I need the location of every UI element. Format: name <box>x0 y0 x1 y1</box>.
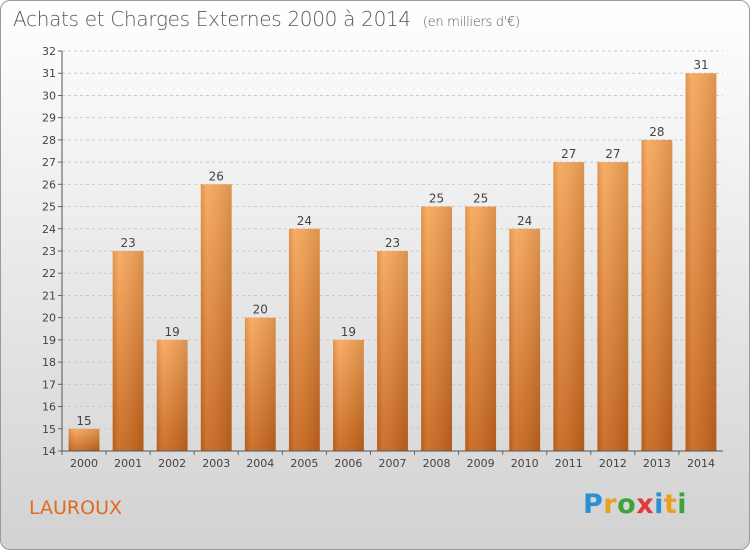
x-tick-label: 2003 <box>202 457 230 470</box>
y-tick-label: 25 <box>42 201 56 214</box>
y-tick-label: 30 <box>42 89 56 102</box>
bar-value-label: 19 <box>165 325 180 339</box>
bar-value-label: 24 <box>517 214 532 228</box>
x-tick-label: 2006 <box>334 457 362 470</box>
x-tick-label: 2007 <box>379 457 407 470</box>
x-tick-label: 2013 <box>643 457 671 470</box>
y-tick-label: 27 <box>42 156 56 169</box>
y-tick-label: 22 <box>42 267 56 280</box>
y-tick-label: 20 <box>42 312 56 325</box>
x-tick-label: 2008 <box>423 457 451 470</box>
bar-shade <box>597 162 629 451</box>
x-tick-label: 2004 <box>246 457 274 470</box>
bar-value-label: 25 <box>473 192 488 206</box>
logo-letter: i <box>677 489 688 520</box>
bar-shade <box>685 73 717 451</box>
y-tick-label: 31 <box>42 67 56 80</box>
logo-letter: x <box>636 489 655 520</box>
labels: 14 15 16 17 18 19 20 21 22 23 24 25 26 27 28 29 30 31 32 15… <box>42 45 715 470</box>
logo-letter: o <box>617 489 637 520</box>
bar-shade <box>200 184 232 452</box>
y-tick-label: 28 <box>42 134 56 147</box>
bar-shade <box>68 428 100 451</box>
bar-value-label: 15 <box>76 414 91 428</box>
chart-title-text: Achats et Charges Externes 2000 à 2014 <box>13 7 411 31</box>
y-tick-label: 29 <box>42 112 56 125</box>
bar-shade <box>553 162 585 451</box>
y-tick-label: 26 <box>42 178 56 191</box>
proxiti-logo[interactable]: Proxiti <box>583 489 687 520</box>
x-tick-label: 2001 <box>114 457 142 470</box>
y-tick-label: 18 <box>42 356 56 369</box>
bar-value-label: 23 <box>120 236 135 250</box>
x-tick-label: 2014 <box>687 457 715 470</box>
bar-value-label: 31 <box>693 58 708 72</box>
bar-value-label: 25 <box>429 192 444 206</box>
bar-shade <box>465 206 497 451</box>
bar-value-label: 26 <box>209 169 224 183</box>
commune-name: LAUROUX <box>29 497 123 519</box>
bar-shade <box>288 228 320 451</box>
x-tick-label: 2002 <box>158 457 186 470</box>
y-tick-label: 32 <box>42 45 56 58</box>
x-tick-label: 2000 <box>70 457 98 470</box>
bar-shade <box>421 206 452 451</box>
y-tick-label: 21 <box>42 289 56 302</box>
x-tick-label: 2011 <box>555 457 583 470</box>
logo-letter: r <box>603 489 618 520</box>
y-tick-label: 23 <box>42 245 56 258</box>
bar-value-label: 23 <box>385 236 400 250</box>
x-tick-label: 2012 <box>599 457 627 470</box>
bar-shade <box>333 339 364 451</box>
x-tick-label: 2009 <box>467 457 495 470</box>
logo-letter: P <box>583 489 604 520</box>
bar-shade <box>509 228 541 451</box>
bar-value-label: 20 <box>253 303 268 317</box>
chart-unit: (en milliers d'€) <box>422 15 520 30</box>
logo-letter: t <box>663 489 678 520</box>
bar-value-label: 24 <box>297 214 312 228</box>
x-tick-label: 2010 <box>511 457 539 470</box>
logo-letter: i <box>654 489 664 520</box>
bar-shade <box>156 339 188 451</box>
y-tick-label: 15 <box>42 423 56 436</box>
bar-shade <box>377 251 408 451</box>
bar-value-label: 27 <box>561 147 576 161</box>
y-tick-label: 19 <box>42 334 56 347</box>
y-tick-label: 24 <box>42 223 56 236</box>
bar-shade <box>112 251 144 451</box>
y-tick-label: 14 <box>42 445 56 458</box>
x-tick-label: 2005 <box>290 457 318 470</box>
bars <box>68 73 717 452</box>
bar-shade <box>244 317 276 451</box>
bar-value-label: 28 <box>649 125 664 139</box>
y-tick-label: 16 <box>42 401 56 414</box>
bar-value-label: 19 <box>341 325 356 339</box>
axes <box>58 50 723 455</box>
bar-value-label: 27 <box>605 147 620 161</box>
bar-shade <box>641 139 673 451</box>
chart-title: Achats et Charges Externes 2000 à 2014 (e… <box>13 7 520 31</box>
y-tick-label: 17 <box>42 378 56 391</box>
